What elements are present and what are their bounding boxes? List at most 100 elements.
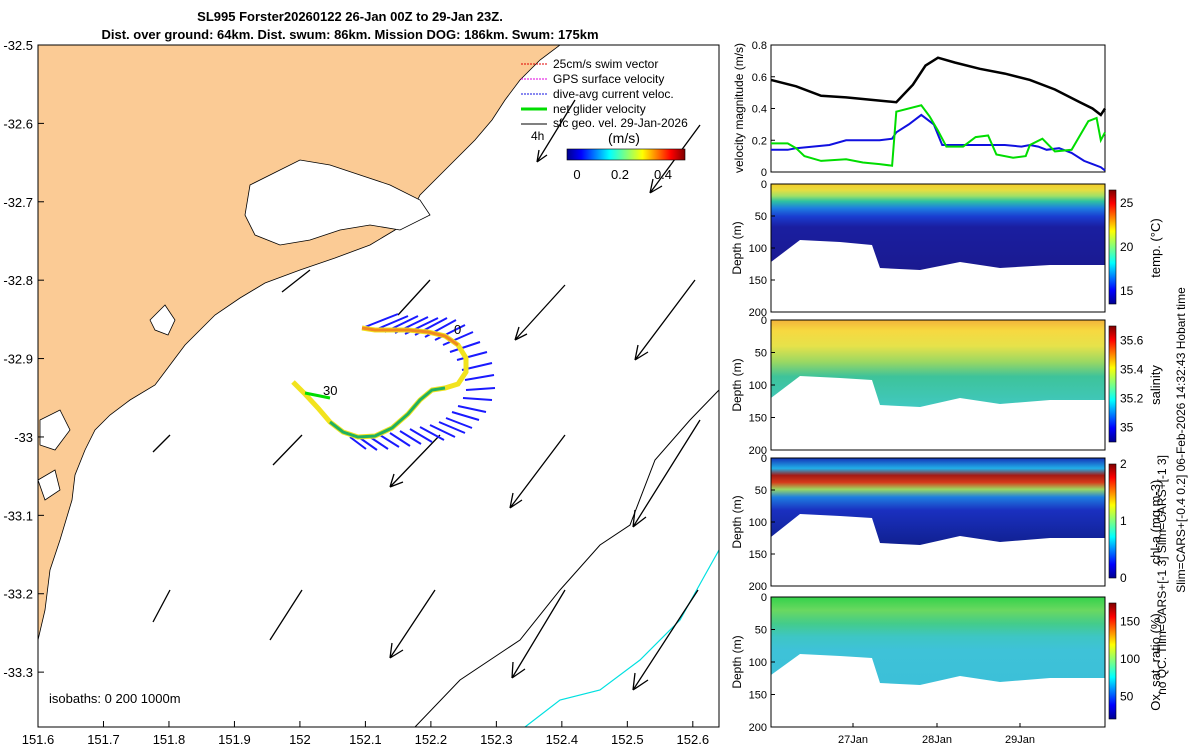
time-tick-label: 29Jan: [1005, 734, 1035, 746]
section-cbar-label: chl-a (mg m-3): [1148, 480, 1163, 565]
map-cbar-tick-1: 0.2: [611, 167, 629, 182]
cbar-tick-label: 35.2: [1120, 392, 1144, 406]
velocity-axis-ticks: 0 0.2 0.4 0.6 0.8: [752, 40, 775, 179]
velocity-frame: [770, 44, 1106, 173]
depth-tick-label: 100: [749, 380, 767, 392]
chla-section: [771, 458, 1105, 545]
cbar-tick-label: 2: [1120, 457, 1127, 471]
track-label-start: 30: [323, 383, 337, 398]
vel-ytick-label: 0.2: [752, 135, 767, 147]
glider-track-segment: [329, 386, 446, 439]
depth-tick-label: 0: [761, 453, 767, 465]
estuary: [39, 409, 71, 451]
cbar-tick-label: 35: [1120, 421, 1134, 435]
cbar-tick-label: 150: [1120, 615, 1140, 629]
cbar-tick-label: 35.6: [1120, 334, 1144, 348]
depth-tick-label: 200: [749, 445, 767, 457]
net-velocity-vector: [304, 391, 331, 400]
legend-geo: sfc geo. vel. 29-Jan-2026: [553, 116, 688, 130]
estuary-2: [38, 469, 61, 501]
geo-arrow: [272, 434, 303, 466]
map-cbar-tick-0: 0: [573, 167, 580, 182]
salinity-section: [771, 320, 1105, 407]
map-axis-ticks: 151.6 151.7 151.8 151.9 152 152.1 152.2 152.3 15…: [3, 38, 709, 747]
figure-subtitle: Dist. over ground: 64km. Dist. swum: 86k…: [101, 27, 599, 42]
map-ytick-label: -32.8: [3, 273, 33, 288]
lake-inlet: [244, 159, 431, 246]
cbar-tick-label: 50: [1120, 690, 1134, 704]
cbar-tick-label: 15: [1120, 284, 1134, 298]
geo-arrow: [389, 434, 441, 488]
geo-arrow: [389, 589, 436, 659]
depth-tick-label: 150: [749, 549, 767, 561]
map-panel: 30 0 25cm/s swim vector GPS surface velo…: [3, 38, 720, 747]
geo-arrow: [152, 434, 171, 453]
map-colorbar-title: (m/s): [608, 130, 640, 146]
cbar-tick-label: 1: [1120, 514, 1127, 528]
time-tick-label: 27Jan: [838, 734, 868, 746]
dive-avg-current-vectors: [349, 313, 496, 451]
depth-tick-label: 100: [749, 517, 767, 529]
map-xtick-label: 152.5: [611, 732, 644, 747]
section-ylabel: Depth (m): [730, 495, 744, 548]
depth-tick-label: 200: [749, 722, 767, 734]
depth-tick-label: 150: [749, 275, 767, 287]
geo-arrow: [632, 419, 701, 528]
map-ytick-label: -33: [14, 430, 33, 445]
geo-arrow: [397, 279, 431, 316]
legend-gps: GPS surface velocity: [553, 72, 664, 86]
map-xtick-label: 151.7: [87, 732, 120, 747]
vel-ytick-label: 0.6: [752, 72, 767, 84]
geo-arrow: [632, 589, 699, 691]
time-tick-label: 28Jan: [922, 734, 952, 746]
section-cbar-label: Ox. sat. ratio (%): [1148, 613, 1163, 711]
section-colorbar: [1108, 602, 1117, 720]
geo-arrow: [634, 279, 696, 361]
track-label-end: 0: [454, 322, 461, 337]
map-ytick-label: -32.5: [3, 38, 33, 53]
lake-small: [149, 304, 176, 336]
vel-ytick-label: 0.4: [752, 104, 767, 116]
section-ylabel: Depth (m): [730, 221, 744, 274]
side-note-2: no QC. Tlim=CARS+[-1 3] Slim=CARS+[-1 3]: [1155, 455, 1169, 695]
coastline-land: [38, 45, 561, 641]
cbar-tick-label: 0: [1120, 571, 1127, 585]
cbar-tick-label: 20: [1120, 240, 1134, 254]
velocity-line-speed: [770, 56, 1107, 117]
map-xtick-label: 152: [289, 732, 311, 747]
map-ytick-label: -32.9: [3, 352, 33, 367]
map-xtick-label: 152.1: [349, 732, 382, 747]
map-ytick-label: -32.7: [3, 195, 33, 210]
section-panel-temp: [770, 183, 1106, 313]
depth-tick-label: 0: [761, 592, 767, 604]
map-xtick-label: 152.6: [677, 732, 710, 747]
side-note-1: Slim=CARS+[-0.4 0.2] 06-Feb-2026 14:32:4…: [1174, 287, 1188, 593]
depth-tick-label: 0: [761, 315, 767, 327]
vel-ytick-label: 0: [761, 167, 767, 179]
legend-dive: dive-avg current veloc.: [553, 87, 674, 101]
geo-arrow: [281, 269, 311, 293]
map-xtick-label: 152.3: [480, 732, 513, 747]
cbar-tick-label: 35.4: [1120, 363, 1144, 377]
section-panel-oxygen: [770, 596, 1106, 728]
section-cbar-label: salinity: [1148, 365, 1163, 405]
section-colorbar: [1108, 189, 1117, 305]
depth-tick-label: 200: [749, 307, 767, 319]
map-ytick-label: -33.1: [3, 508, 33, 523]
depth-tick-label: 50: [755, 211, 767, 223]
map-xtick-label: 151.6: [22, 732, 55, 747]
isobaths-label: isobaths: 0 200 1000m: [49, 691, 181, 706]
depth-tick-label: 100: [749, 657, 767, 669]
geo-arrow: [511, 589, 566, 679]
section-colorbar: [1108, 463, 1117, 579]
map-ytick-label: -32.6: [3, 116, 33, 131]
figure-title: SL995 Forster20260122 26-Jan 00Z to 29-J…: [197, 9, 503, 24]
reference-arrow-label: 4h: [531, 129, 544, 143]
velocity-panel: 0 0.2 0.4 0.6 0.8 velocity magnitude (m/s): [732, 40, 1107, 179]
map-xtick-label: 151.9: [218, 732, 251, 747]
map-ytick-label: -33.3: [3, 665, 33, 680]
cbar-tick-label: 100: [1120, 652, 1140, 666]
isobath-200m: [414, 389, 719, 727]
